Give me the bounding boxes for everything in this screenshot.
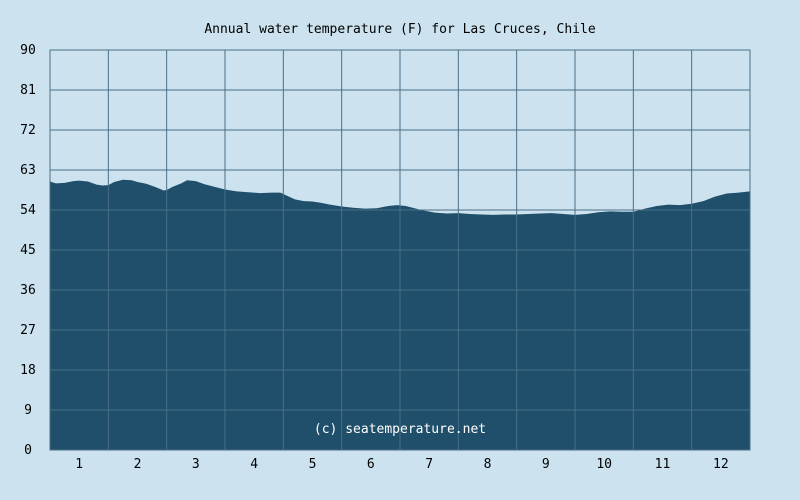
y-tick-label: 18: [20, 363, 36, 378]
watermark-text: (c) seatemperature.net: [314, 422, 486, 437]
y-tick-label: 27: [20, 323, 36, 338]
plot-border: [49, 49, 751, 451]
x-tick-label: 7: [425, 457, 433, 472]
y-tick-label: 81: [20, 83, 36, 98]
y-tick-label: 9: [24, 403, 32, 418]
x-tick-label: 10: [596, 457, 612, 472]
x-tick-label: 3: [192, 457, 200, 472]
y-tick-label: 72: [20, 123, 36, 138]
x-tick-label: 12: [713, 457, 729, 472]
x-tick-label: 6: [367, 457, 375, 472]
chart-title: Annual water temperature (F) for Las Cru…: [204, 22, 596, 37]
y-tick-label: 54: [20, 203, 36, 218]
y-tick-label: 45: [20, 243, 36, 258]
y-tick-label: 63: [20, 163, 36, 178]
x-tick-label: 11: [655, 457, 671, 472]
y-tick-label: 0: [24, 443, 32, 458]
y-axis-ticks: 0 9 18 27 36 45 54 63 72 81 90: [20, 43, 36, 458]
y-tick-label: 36: [20, 283, 36, 298]
x-tick-label: 8: [484, 457, 492, 472]
x-tick-label: 4: [250, 457, 258, 472]
x-tick-label: 9: [542, 457, 550, 472]
x-tick-label: 2: [134, 457, 142, 472]
x-tick-label: 1: [75, 457, 83, 472]
x-axis-ticks: 1 2 3 4 5 6 7 8 9 10 11 12: [75, 457, 728, 472]
y-tick-label: 90: [20, 43, 36, 58]
x-tick-label: 5: [309, 457, 317, 472]
